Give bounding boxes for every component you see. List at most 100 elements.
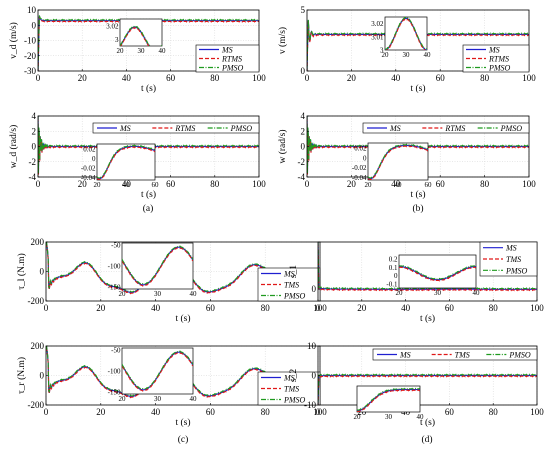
- w-inset: 20 40 60 -0.04 -0.02 0 0.02: [352, 142, 432, 189]
- v-xlabel: t (s): [410, 83, 425, 94]
- tr-inset-ytick-label: -150: [108, 388, 121, 396]
- s1-inset-xtick-label: 20: [396, 289, 404, 297]
- tr-xtick-label: 60: [206, 407, 216, 417]
- tl-xtick-label: 80: [261, 303, 271, 313]
- tr-xtick-label: 20: [96, 407, 106, 417]
- s2-series-ms: [318, 374, 537, 405]
- s2-ytick-label: 0: [312, 371, 317, 381]
- v-xtick-label: 40: [391, 73, 401, 83]
- w-ytick-label: 2: [301, 126, 306, 136]
- s1-inset-ytick-label: 0.1: [389, 264, 398, 272]
- s1-inset-frame: [398, 254, 477, 289]
- chart-vd: 0 20 40 60 80 100 -30 -20 -10 0 10 t (s) v_d (m/s) 20…: [8, 5, 266, 94]
- s1-xtick-label: 0: [316, 303, 321, 313]
- s2-legend: MS TMS PMSO: [372, 348, 538, 361]
- w-series-pmso: [307, 116, 529, 174]
- s1-xtick-label: 20: [357, 303, 367, 313]
- v-series-pmso: [307, 19, 529, 70]
- w-xtick-label: 80: [480, 179, 490, 189]
- s1-legend-label: TMS: [506, 255, 521, 264]
- tr-xlabel: t (s): [175, 417, 190, 428]
- w-legend: MS RTMS PMSO: [362, 122, 530, 134]
- w-ylabel: w (rad/s): [277, 129, 288, 163]
- vd-xtick-label: 20: [78, 73, 88, 83]
- vd-xlabel: t (s): [141, 83, 156, 94]
- tl-inset-ytick-label: -100: [108, 263, 121, 271]
- tr-ytick-label: 200: [31, 341, 45, 351]
- tr-ytick-label: -200: [28, 400, 45, 410]
- tl-xtick-label: 20: [96, 303, 106, 313]
- vd-inset-xtick-label: 20: [117, 47, 125, 55]
- v-ytick-label: 5: [301, 5, 306, 15]
- wd-ytick-label: 0: [32, 142, 37, 152]
- wd-legend-label: RTMS: [174, 124, 195, 133]
- wd-series-pmso: [38, 116, 259, 174]
- s2-legend-label: TMS: [455, 351, 470, 360]
- vd-xtick-label: 100: [252, 73, 266, 83]
- s2-inset: 20 30 40: [354, 385, 424, 421]
- vd-ytick-label: -30: [24, 66, 36, 76]
- s2-inset-xtick-label: 20: [354, 413, 362, 421]
- wd-inset-frame: [96, 143, 156, 181]
- tr-inset-series-pmso: [122, 350, 193, 390]
- s1-inset-series-b: [399, 266, 476, 282]
- w-legend-box: [362, 122, 530, 134]
- tr-xtick-label: 40: [151, 407, 161, 417]
- chart-v: 0 20 40 60 80 100 0 5 t (s) v (m/s) 20 30 40 3 3.01 3.0…: [277, 5, 536, 94]
- tl-ytick-label: 200: [31, 237, 45, 247]
- w-inset-ytick-label: -0.04: [352, 174, 367, 182]
- wd-ylabel: w_d (rad/s): [8, 125, 19, 169]
- tr-legend-label: MS: [283, 374, 295, 383]
- v-plot-frame: [306, 9, 530, 72]
- s2-inset-xtick-label: 30: [385, 413, 393, 421]
- wd-ytick-label: 4: [32, 111, 37, 121]
- tl-xtick-label: 100: [313, 303, 327, 313]
- v-legend-label: MS: [488, 46, 500, 55]
- v-inset-frame: [384, 16, 428, 51]
- w-inset-frame: [367, 142, 429, 181]
- s2-ytick-label: 10: [307, 341, 317, 351]
- s2-xlabel: t (s): [420, 417, 435, 428]
- s1-series-pmso: [318, 242, 537, 290]
- tl-ylabel: τ_l (N.m): [16, 253, 27, 290]
- vd-ytick-label: -20: [24, 51, 36, 61]
- tr-inset-xtick-label: 30: [154, 395, 162, 403]
- tr-inset-series-b: [122, 352, 193, 392]
- caption-3: (d): [421, 434, 432, 445]
- tr-inset-ytick-label: -100: [108, 368, 121, 376]
- s2-legend-label: PMSO: [508, 351, 531, 360]
- v-legend-label: PMSO: [488, 64, 511, 73]
- wd-inset-ytick-label: -0.02: [81, 165, 96, 173]
- w-legend-label: PMSO: [500, 124, 523, 133]
- tl-ytick-label: -200: [28, 296, 45, 306]
- tr-legend: MS TMS PMSO: [257, 371, 321, 406]
- w-xtick-label: 20: [347, 179, 357, 189]
- tl-ytick-label: 0: [40, 267, 45, 277]
- wd-xtick-label: 100: [252, 179, 266, 189]
- vd-xtick-label: 40: [122, 73, 132, 83]
- vd-inset-ytick-label: 3: [115, 36, 119, 44]
- tl-legend-label: TMS: [284, 281, 299, 290]
- wd-inset-xtick-label: 20: [94, 181, 102, 189]
- w-xtick-label: 100: [522, 179, 536, 189]
- s2-xtick-label: 60: [445, 407, 455, 417]
- v-inset-xtick-label: 40: [424, 51, 432, 59]
- wd-ytick-label: 2: [32, 126, 37, 136]
- s1-inset-ytick-label: 0: [394, 272, 398, 280]
- s1-xtick-label: 40: [401, 303, 411, 313]
- vd-xtick-label: 80: [210, 73, 220, 83]
- tl-inset-xtick-label: 40: [190, 290, 198, 298]
- s1-ytick-label: 0: [312, 284, 317, 294]
- w-ytick-label: -2: [298, 157, 306, 167]
- w-xlabel: t (s): [410, 189, 425, 200]
- v-legend-label: RTMS: [488, 55, 509, 64]
- vd-ylabel: v_d (m/s): [8, 22, 19, 59]
- s2-xtick-label: 100: [530, 407, 544, 417]
- vd-legend-label: PMSO: [221, 64, 244, 73]
- s2-ytick-label: -10: [304, 400, 316, 410]
- wd-inset: 20 40 60 -0.04-0.02 0 0.02: [81, 143, 159, 189]
- v-ytick-label: 0: [301, 66, 306, 76]
